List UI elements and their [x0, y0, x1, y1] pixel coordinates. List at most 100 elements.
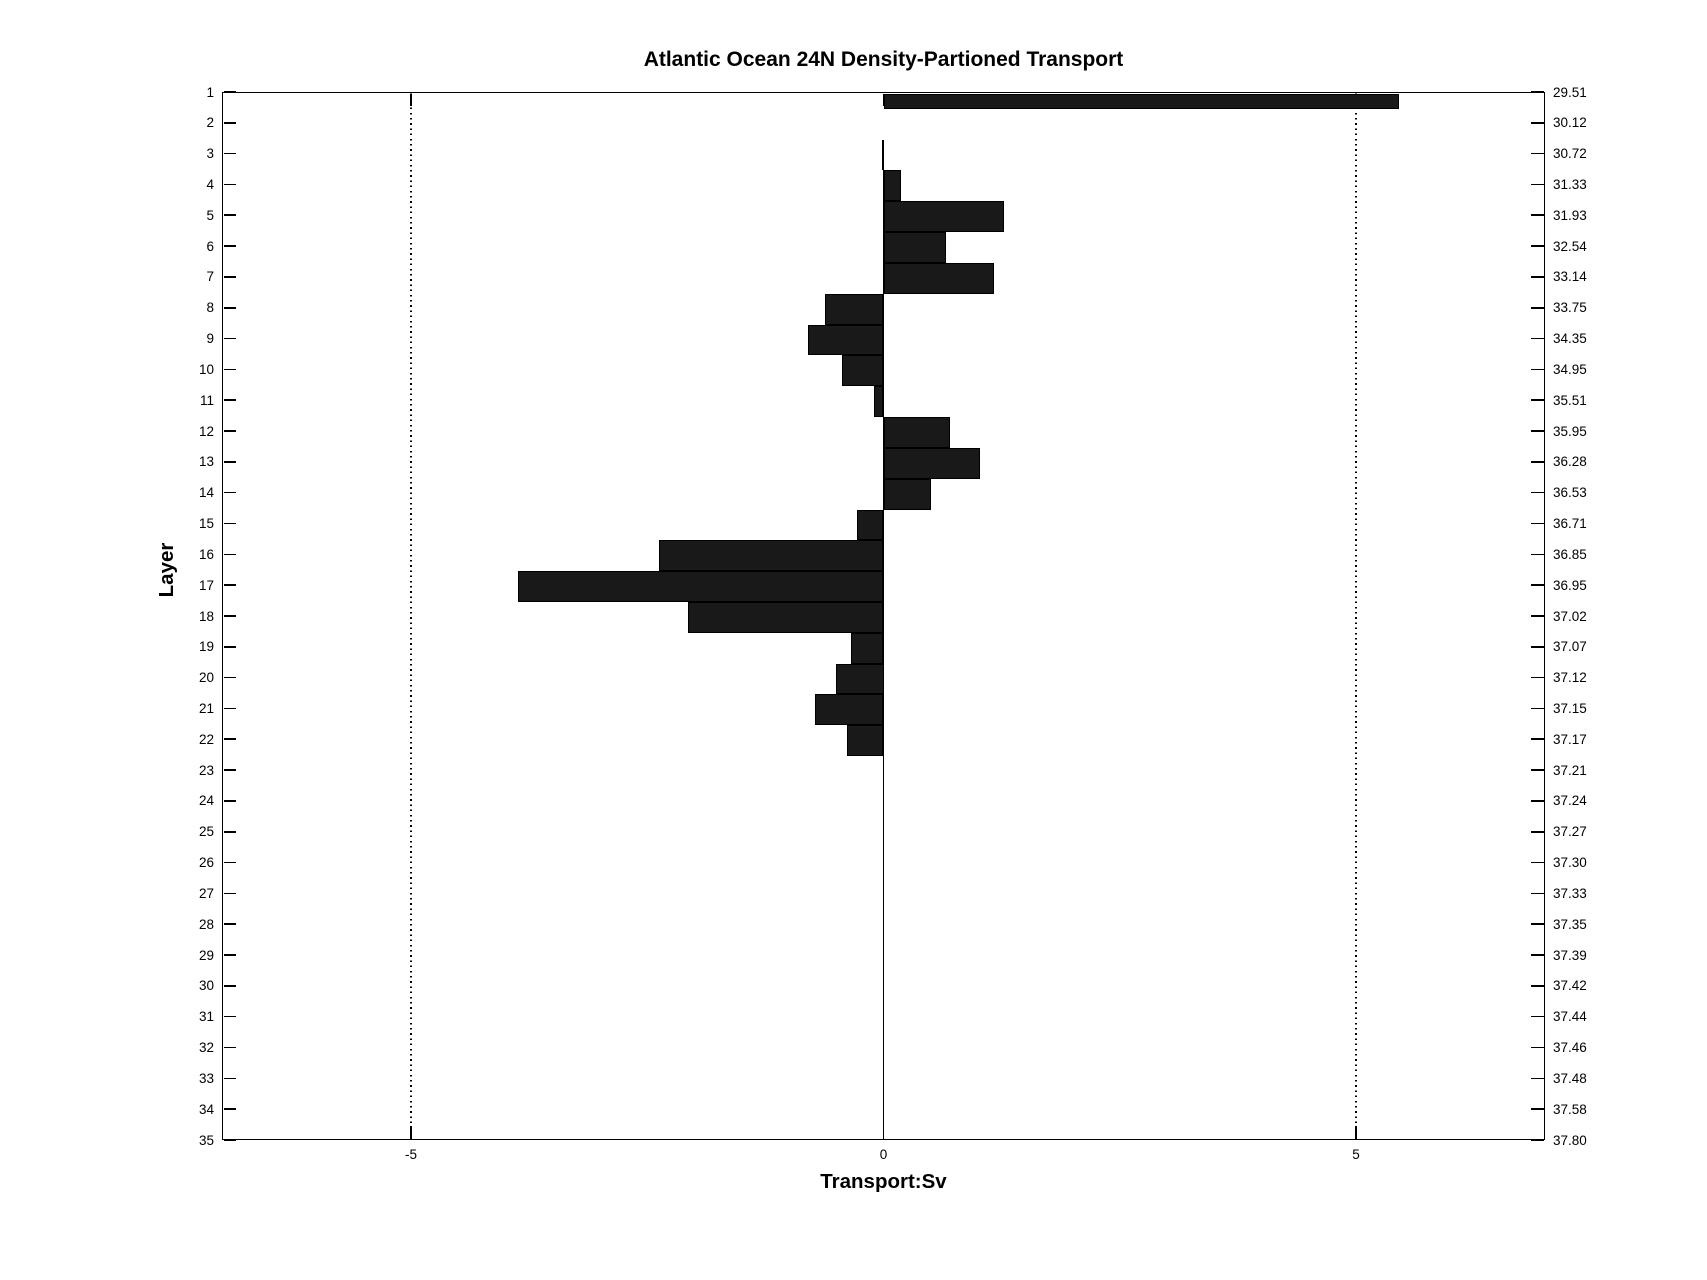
density-tick-label: 37.07	[1553, 639, 1587, 655]
bar	[836, 663, 884, 695]
bar	[883, 170, 902, 202]
layer-tick	[223, 1108, 237, 1110]
density-tick-label: 37.35	[1553, 916, 1587, 932]
layer-tick	[223, 1015, 237, 1018]
bar	[824, 293, 884, 325]
density-tick	[1531, 553, 1544, 556]
density-tick-label: 34.35	[1553, 331, 1587, 347]
density-tick	[1531, 1015, 1544, 1018]
density-tick-label: 37.27	[1553, 824, 1587, 840]
density-tick-label: 37.15	[1553, 700, 1587, 716]
density-tick	[1531, 491, 1544, 494]
layer-tick	[223, 1139, 237, 1141]
density-tick	[1531, 584, 1544, 586]
layer-tick-label: 23	[198, 762, 214, 778]
x-tick-top	[882, 93, 885, 107]
y-axis-label: Layer	[155, 542, 178, 598]
density-tick-label: 36.28	[1553, 454, 1587, 470]
layer-tick	[223, 183, 237, 186]
bar	[874, 386, 884, 418]
layer-tick	[223, 337, 237, 340]
layer-tick-label: 18	[198, 608, 214, 624]
density-tick-label: 37.39	[1553, 947, 1587, 963]
density-tick-label: 37.46	[1553, 1040, 1587, 1056]
layer-tick-label: 33	[198, 1070, 214, 1086]
layer-tick	[223, 646, 237, 648]
layer-tick-label: 7	[206, 269, 214, 285]
zero-line	[882, 139, 885, 1139]
bar	[883, 262, 995, 294]
layer-tick-label: 10	[198, 361, 214, 377]
layer-tick	[223, 214, 237, 217]
bar	[883, 93, 1400, 109]
density-tick-label: 29.51	[1553, 84, 1587, 100]
layer-tick	[223, 923, 237, 926]
chart-title: Atlantic Ocean 24N Density-Partioned Tra…	[643, 48, 1124, 71]
layer-tick	[223, 91, 237, 93]
layer-tick-label: 3	[206, 146, 214, 162]
layer-tick-label: 24	[198, 793, 214, 809]
layer-tick-label: 4	[206, 176, 214, 192]
bar	[851, 632, 884, 664]
layer-tick-label: 32	[198, 1040, 214, 1056]
layer-tick	[223, 738, 237, 741]
bar	[883, 447, 980, 479]
density-tick	[1531, 1108, 1544, 1110]
x-tick	[1355, 1126, 1357, 1139]
bar	[881, 139, 884, 171]
layer-tick-label: 12	[198, 423, 214, 439]
density-tick-label: 37.24	[1553, 793, 1587, 809]
layer-tick-label: 17	[198, 577, 214, 593]
layer-tick	[223, 399, 237, 402]
layer-tick	[223, 368, 237, 371]
layer-tick-label: 31	[198, 1009, 214, 1025]
bar	[883, 478, 931, 510]
layer-tick	[223, 461, 237, 463]
bar	[841, 355, 884, 387]
density-tick-label: 36.85	[1553, 546, 1587, 562]
layer-tick-label: 26	[198, 855, 214, 871]
layer-tick	[223, 615, 237, 617]
layer-tick	[223, 1046, 237, 1049]
layer-tick-label: 20	[198, 670, 214, 686]
x-tick	[410, 1126, 412, 1139]
density-tick	[1531, 985, 1544, 987]
density-tick	[1531, 707, 1544, 710]
density-tick-label: 37.42	[1553, 978, 1587, 994]
bar	[687, 602, 884, 633]
density-tick-label: 35.95	[1553, 423, 1587, 439]
bar	[846, 725, 884, 757]
density-tick-label: 37.12	[1553, 670, 1587, 686]
density-tick	[1531, 892, 1544, 895]
layer-tick-label: 6	[206, 238, 214, 254]
layer-tick	[223, 306, 237, 309]
layer-tick	[223, 954, 237, 956]
density-tick-label: 36.95	[1553, 577, 1587, 593]
x-tick-label: -5	[404, 1147, 417, 1162]
layer-tick	[223, 584, 237, 586]
layer-tick-label: 15	[198, 516, 214, 532]
layer-tick-label: 35	[198, 1132, 214, 1148]
density-tick-label: 36.53	[1553, 485, 1587, 501]
density-tick	[1531, 615, 1544, 617]
density-tick-label: 33.14	[1553, 269, 1587, 285]
density-tick-label: 31.93	[1553, 207, 1587, 223]
layer-tick-label: 13	[198, 454, 214, 470]
layer-tick	[223, 491, 237, 494]
density-tick-label: 35.51	[1553, 392, 1587, 408]
layer-tick-label: 28	[198, 916, 214, 932]
density-tick	[1531, 1046, 1544, 1049]
layer-tick	[223, 985, 237, 987]
gridline	[410, 92, 412, 1140]
density-tick-label: 37.58	[1553, 1101, 1587, 1117]
density-tick-label: 32.54	[1553, 238, 1587, 254]
layer-tick	[223, 676, 237, 679]
layer-tick	[223, 245, 237, 247]
gridline	[1355, 92, 1357, 1140]
density-tick-label: 37.17	[1553, 731, 1587, 747]
density-tick-label: 33.75	[1553, 300, 1587, 316]
density-tick	[1531, 830, 1544, 833]
bar	[883, 417, 950, 448]
bar	[517, 571, 884, 602]
x-tick-top	[410, 93, 412, 107]
